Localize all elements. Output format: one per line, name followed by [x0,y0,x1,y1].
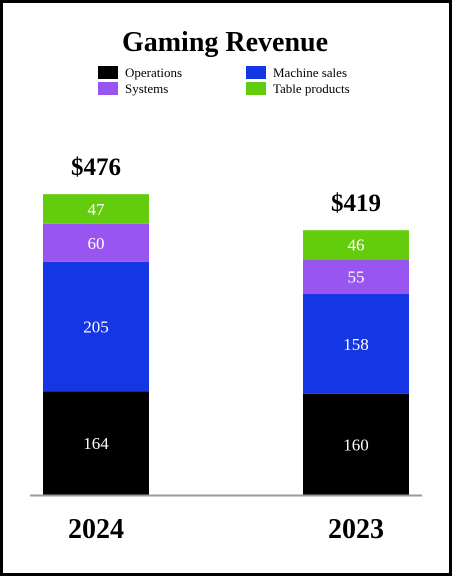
bar-2023-systems [303,259,409,295]
category-label-2024: 2024 [68,514,124,545]
bars-group: 164 205 60 47 $476 2024 160 158 55 46 $419 2023 [43,154,409,545]
legend-swatch-operations [98,66,118,79]
bar-2024-machine-sales [43,261,149,392]
bar-2024-systems [43,223,149,262]
category-label-2023: 2023 [328,514,384,545]
data-label-2023-machine-sales: 158 [343,335,369,354]
legend-label-operations: Operations [125,65,182,80]
data-label-2023-systems: 55 [348,268,365,287]
chart-title: Gaming Revenue [122,27,328,58]
bar-2023-operations [303,393,409,495]
legend-swatch-systems [98,82,118,95]
total-label-2023: $419 [331,190,381,217]
data-label-2024-operations: 164 [83,434,109,453]
bar-2023-table-products [303,230,409,260]
legend: Operations Machine sales Systems Table prod… [98,65,350,96]
data-label-2023-table-products: 46 [348,236,365,255]
bar-2024-table-products [43,194,149,224]
bar-2023-machine-sales [303,294,409,394]
total-label-2024: $476 [71,154,121,181]
data-label-2024-systems: 60 [88,234,105,253]
legend-label-systems: Systems [125,81,168,96]
legend-swatch-table-products [246,82,266,95]
bar-2024-operations [43,391,149,495]
legend-label-table-products: Table products [273,81,350,96]
legend-label-machine-sales: Machine sales [273,65,347,80]
data-label-2023-operations: 160 [343,435,369,454]
data-label-2024-machine-sales: 205 [83,318,109,337]
legend-swatch-machine-sales [246,66,266,79]
data-label-2024-table-products: 47 [88,200,106,219]
